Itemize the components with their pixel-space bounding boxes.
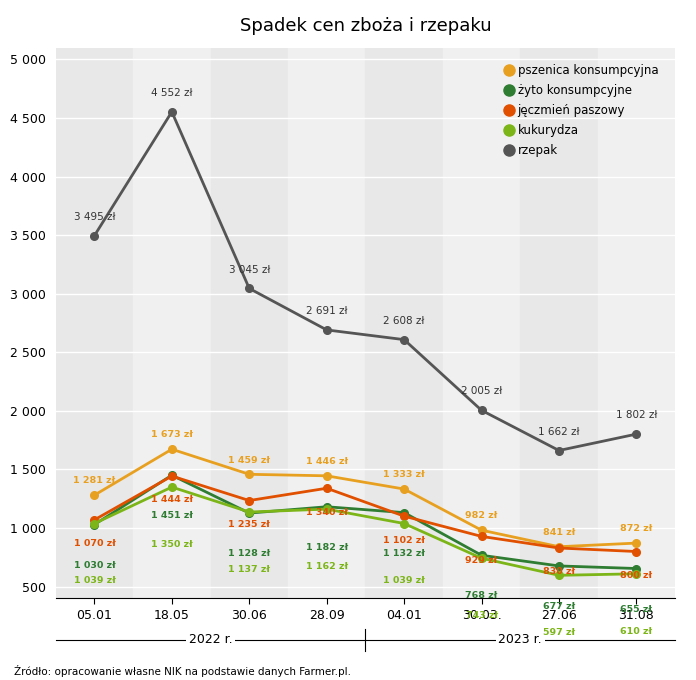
Text: 1 039 zł: 1 039 zł	[383, 576, 425, 585]
Bar	[211, 48, 288, 598]
Text: 1 459 zł: 1 459 zł	[228, 456, 270, 464]
Bar	[288, 48, 365, 598]
Text: 597 zł: 597 zł	[543, 628, 575, 637]
Text: 1 662 zł: 1 662 zł	[538, 426, 580, 437]
Bar	[443, 48, 520, 598]
Text: 929 zł: 929 zł	[466, 556, 498, 565]
Text: 2022 r.: 2022 r.	[189, 633, 232, 646]
Text: 2 608 zł: 2 608 zł	[383, 316, 425, 326]
Text: 1 132 zł: 1 132 zł	[383, 549, 425, 558]
Text: 1 128 zł: 1 128 zł	[228, 549, 270, 558]
Text: 1 162 zł: 1 162 zł	[306, 562, 348, 571]
Text: 830 zł: 830 zł	[543, 567, 575, 577]
Text: 1 333 zł: 1 333 zł	[383, 471, 425, 479]
Text: 1 340 zł: 1 340 zł	[306, 508, 347, 517]
Text: 768 zł: 768 zł	[466, 592, 498, 600]
Text: Źródło: opracowanie własne NIK na podstawie danych Farmer.pl.: Źródło: opracowanie własne NIK na podsta…	[14, 664, 351, 677]
Text: 1 235 zł: 1 235 zł	[228, 520, 270, 529]
Text: 655 zł: 655 zł	[620, 605, 652, 613]
Text: 2023 r.: 2023 r.	[498, 633, 542, 646]
Text: 1 802 zł: 1 802 zł	[616, 410, 657, 420]
Text: 800 zł: 800 zł	[620, 571, 652, 580]
Text: 2 691 zł: 2 691 zł	[306, 306, 347, 316]
Text: 610 zł: 610 zł	[620, 626, 652, 636]
Bar	[520, 48, 598, 598]
Text: 743 zł: 743 zł	[466, 611, 498, 620]
Text: 1 281 zł: 1 281 zł	[73, 477, 116, 486]
Title: Spadek cen zboża i rzepaku: Spadek cen zboża i rzepaku	[239, 17, 491, 35]
Text: 982 zł: 982 zł	[466, 511, 498, 520]
Text: 1 350 zł: 1 350 zł	[151, 540, 193, 549]
Text: 1 673 zł: 1 673 zł	[151, 430, 193, 439]
Text: 1 137 zł: 1 137 zł	[228, 565, 270, 574]
Legend: pszenica konsumpcyjna, żyto konsumpcyjne, jęczmień paszowy, kukurydza, rzepak: pszenica konsumpcyjna, żyto konsumpcyjne…	[501, 59, 663, 162]
Text: 841 zł: 841 zł	[543, 528, 575, 537]
Text: 1 030 zł: 1 030 zł	[74, 561, 116, 570]
Text: 2 005 zł: 2 005 zł	[461, 386, 503, 396]
Text: 1 070 zł: 1 070 zł	[74, 539, 116, 548]
Text: 3 495 zł: 3 495 zł	[74, 211, 115, 222]
Bar	[598, 48, 675, 598]
Text: 1 102 zł: 1 102 zł	[383, 536, 425, 545]
Bar	[133, 48, 211, 598]
Text: 1 446 zł: 1 446 zł	[306, 457, 348, 466]
Text: 1 039 zł: 1 039 zł	[74, 576, 116, 585]
Text: 1 182 zł: 1 182 zł	[306, 543, 348, 552]
Text: 1 451 zł: 1 451 zł	[151, 511, 193, 520]
Text: 872 zł: 872 zł	[620, 524, 653, 533]
Text: 3 045 zł: 3 045 zł	[228, 265, 270, 275]
Text: 4 552 zł: 4 552 zł	[151, 88, 193, 98]
Text: 1 444 zł: 1 444 zł	[151, 496, 193, 505]
Text: 677 zł: 677 zł	[543, 602, 575, 611]
Bar	[365, 48, 443, 598]
Bar	[56, 48, 133, 598]
